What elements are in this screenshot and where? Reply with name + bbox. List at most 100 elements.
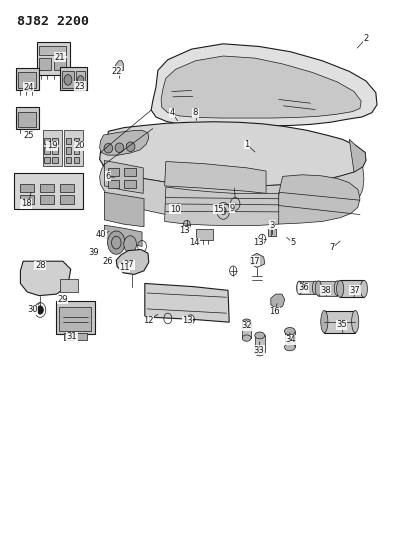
Ellipse shape (104, 143, 113, 153)
Bar (40, 46, 65, 55)
Ellipse shape (242, 335, 251, 341)
Bar (20, 196, 34, 204)
Bar (65, 138, 71, 144)
Bar (14, 173, 83, 209)
Bar (40, 184, 54, 192)
Ellipse shape (321, 311, 328, 333)
Bar (65, 157, 71, 163)
Bar (60, 196, 73, 204)
Bar (73, 157, 79, 163)
Bar (37, 42, 69, 75)
Text: 16: 16 (269, 307, 279, 316)
Polygon shape (349, 139, 366, 172)
Text: 8J82 2200: 8J82 2200 (17, 14, 89, 28)
Text: 14: 14 (190, 238, 200, 247)
Polygon shape (20, 261, 71, 296)
Text: 4: 4 (169, 108, 174, 117)
Circle shape (221, 207, 226, 215)
Bar (60, 184, 73, 192)
Bar (60, 67, 87, 91)
Text: 17: 17 (249, 257, 259, 265)
Bar (73, 147, 79, 154)
Bar (52, 157, 57, 163)
Text: 21: 21 (55, 53, 65, 62)
Bar (65, 147, 71, 154)
Bar (318, 281, 338, 296)
Polygon shape (105, 225, 142, 246)
Ellipse shape (284, 327, 295, 335)
Bar (60, 279, 78, 292)
Polygon shape (250, 253, 265, 268)
Bar (52, 147, 57, 154)
Bar (44, 157, 50, 163)
Circle shape (108, 231, 125, 254)
Text: 23: 23 (75, 82, 85, 91)
Bar (77, 333, 87, 340)
Circle shape (64, 75, 72, 85)
Polygon shape (115, 61, 123, 71)
Bar (76, 71, 85, 88)
Circle shape (124, 236, 136, 253)
Bar (16, 68, 40, 91)
Bar (124, 180, 136, 188)
Bar (18, 72, 36, 88)
Text: 18: 18 (21, 199, 31, 208)
Ellipse shape (352, 311, 359, 333)
Text: 19: 19 (47, 141, 57, 150)
Bar (20, 184, 34, 192)
Ellipse shape (255, 332, 265, 339)
Bar (73, 138, 79, 144)
Bar (108, 180, 119, 188)
Text: 1: 1 (245, 140, 250, 149)
Text: 39: 39 (89, 248, 99, 257)
Text: 3: 3 (269, 221, 274, 230)
Text: 24: 24 (23, 83, 34, 92)
Polygon shape (100, 122, 366, 187)
Ellipse shape (360, 280, 367, 297)
Bar (56, 302, 95, 334)
Text: 5: 5 (290, 238, 295, 247)
Polygon shape (145, 284, 229, 322)
Text: 2: 2 (363, 34, 369, 43)
Ellipse shape (126, 142, 135, 151)
Ellipse shape (337, 280, 344, 297)
Text: 40: 40 (96, 230, 107, 239)
Text: 22: 22 (111, 67, 122, 76)
Text: 9: 9 (229, 204, 235, 213)
Polygon shape (285, 331, 295, 347)
Circle shape (77, 76, 84, 84)
Bar (59, 307, 91, 331)
Bar (52, 138, 57, 144)
Ellipse shape (296, 281, 302, 294)
Polygon shape (277, 175, 360, 224)
Bar (196, 229, 213, 240)
Polygon shape (271, 294, 285, 309)
Polygon shape (242, 322, 251, 338)
Bar (62, 71, 74, 88)
Text: 10: 10 (170, 205, 180, 214)
Text: 26: 26 (102, 257, 113, 266)
Text: 29: 29 (57, 295, 68, 304)
Ellipse shape (315, 281, 322, 296)
Ellipse shape (242, 319, 251, 325)
Bar (44, 138, 50, 144)
Text: 27: 27 (124, 261, 134, 269)
Bar (324, 311, 355, 333)
Text: 33: 33 (253, 346, 264, 355)
Polygon shape (151, 44, 377, 126)
Text: 28: 28 (35, 261, 45, 270)
Bar (44, 147, 50, 154)
Bar (340, 280, 364, 297)
Bar (268, 229, 276, 236)
Text: 35: 35 (336, 320, 347, 329)
Text: 31: 31 (67, 332, 77, 341)
Bar (176, 205, 180, 211)
Text: 38: 38 (320, 286, 331, 295)
Ellipse shape (115, 143, 124, 152)
Bar (40, 58, 51, 70)
Text: 20: 20 (75, 141, 85, 150)
Polygon shape (255, 335, 265, 352)
Text: 13: 13 (182, 316, 193, 325)
Bar (124, 168, 136, 176)
Polygon shape (105, 192, 144, 227)
